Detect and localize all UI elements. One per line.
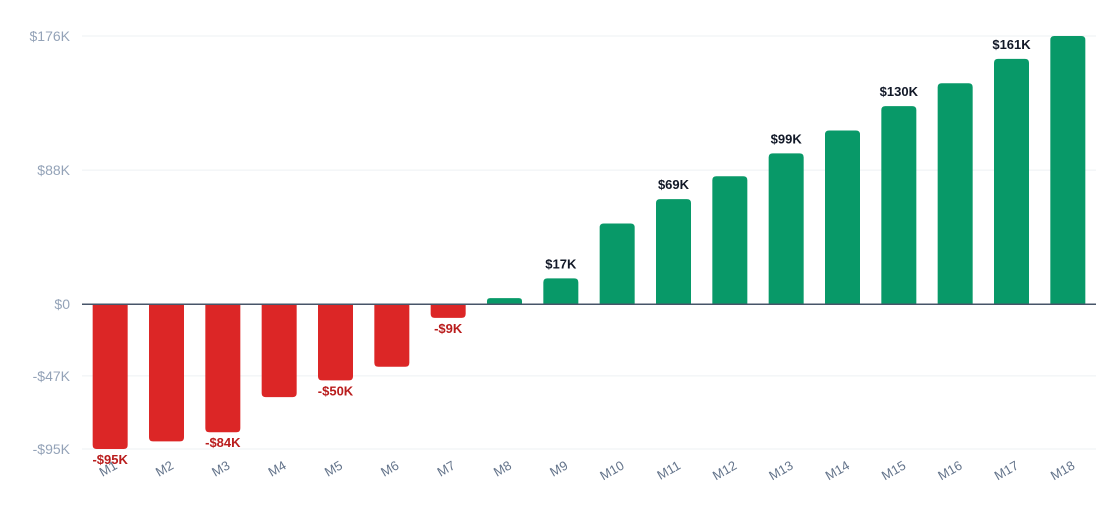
bar-m15 [881,106,917,305]
x-tick-label: M5 [322,458,345,480]
x-axis-ticks: M1 M2 M3 M4 M5 M6 M7 M8 M9 M10 M11 M12 M13 M14 M15 M16 M… [97,458,1078,484]
bar-m2 [149,304,184,442]
bar-m5 [318,304,353,381]
data-label: $17K [545,256,577,271]
data-label: $69K [658,177,690,192]
x-tick-label: M13 [766,458,795,484]
x-tick-label: M17 [992,458,1021,484]
x-tick-label: M15 [879,458,908,484]
y-tick-label: $0 [54,296,70,312]
bar-m6 [374,304,410,367]
y-tick-label: $176K [30,28,71,44]
x-tick-label: M6 [378,458,401,480]
x-tick-label: M16 [935,458,964,484]
x-tick-label: M7 [435,458,458,480]
y-tick-label: $88K [37,162,70,178]
y-tick-label: -$47K [33,368,71,384]
bar-m11 [656,199,691,305]
x-tick-label: M14 [823,458,852,484]
bar-m1 [92,304,128,449]
data-labels: -$95K -$84K -$50K -$9K $17K $69K $99K $130K $161… [92,37,1031,467]
x-tick-label: M3 [209,458,232,480]
grid-lines [82,35,1096,450]
bars [92,36,1086,449]
bar-m16 [937,83,973,305]
y-axis-ticks: $176K $88K $0 -$47K -$95K [30,28,71,457]
bar-m10 [599,223,635,305]
bar-m13 [768,153,804,305]
data-label: $161K [992,37,1031,52]
data-label: -$95K [92,452,128,467]
bar-m9 [543,278,579,305]
x-tick-label: M11 [654,458,683,483]
bar-m18 [1050,36,1086,305]
bar-m4 [261,304,297,398]
x-tick-label: M12 [710,458,739,484]
x-tick-label: M18 [1048,458,1077,484]
bar-m3 [205,304,241,433]
x-tick-label: M2 [153,458,176,480]
x-tick-label: M9 [547,458,570,480]
x-tick-label: M4 [266,458,289,480]
data-label: -$84K [205,435,241,450]
bar-m17 [994,58,1029,305]
bar-m8 [487,298,522,305]
bar-m7 [430,304,466,318]
data-label: $130K [880,84,919,99]
x-tick-label: M10 [597,458,626,484]
data-label: -$50K [318,383,354,398]
x-tick-label: M8 [491,458,514,480]
data-label: -$9K [434,321,463,336]
data-label: $99K [771,131,803,146]
bar-m14 [825,130,860,305]
y-tick-label: -$95K [33,441,71,457]
bar-m12 [712,176,748,305]
